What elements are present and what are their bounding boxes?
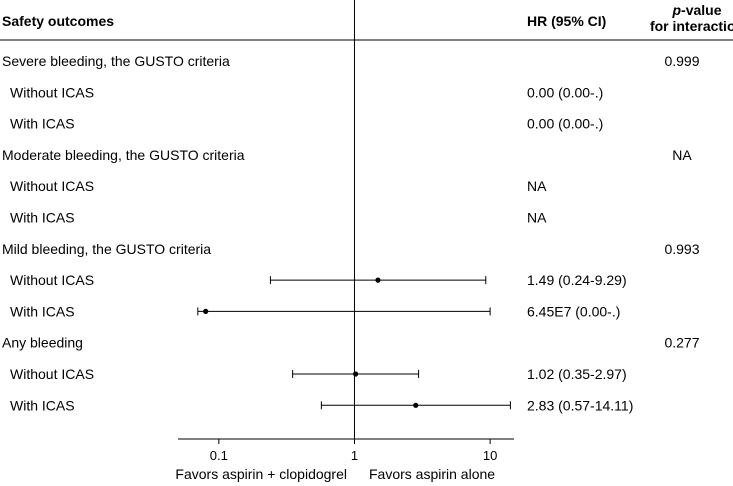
x-axis-ticks: 0.1 1 10 [210,439,497,463]
subgroup-label: Without ICAS [10,84,94,100]
pvalue-text: 0.999 [664,53,699,69]
hr-point [375,277,381,283]
pvalue-text: 0.993 [664,241,699,257]
x-tick-label: 10 [483,448,497,463]
favors-left-label: Favors aspirin + clopidogrel [175,466,347,482]
subgroup-label: Without ICAS [10,366,94,382]
header-outcome: Safety outcomes [2,13,114,29]
pvalue-text: NA [672,147,692,163]
subgroup-label: With ICAS [10,397,75,413]
hr-point [203,308,209,314]
hr-ci-text: 0.00 (0.00-.) [527,84,603,100]
pvalue-text: 0.277 [664,335,699,351]
hr-ci-text: 1.49 (0.24-9.29) [527,272,627,288]
subgroup-label: With ICAS [10,303,75,319]
hr-ci-text: NA [527,178,547,194]
favors-right-label: Favors aspirin alone [369,466,495,482]
header-pvalue-italic: p [671,2,681,18]
header-hr: HR (95% CI) [527,13,606,29]
header-pvalue-rest: -value [681,2,722,18]
header-pvalue: p-value [671,2,721,18]
hr-ci-text: NA [527,210,547,226]
x-tick-label: 1 [351,448,358,463]
outcome-label: Severe bleeding, the GUSTO criteria [2,53,230,69]
header-pvalue-line2: for interaction [650,18,733,34]
outcome-label: Mild bleeding, the GUSTO criteria [2,241,211,257]
subgroup-label: With ICAS [10,210,75,226]
forest-rows: Severe bleeding, the GUSTO criteria 0.999… [2,53,700,413]
hr-ci-text: 2.83 (0.57-14.11) [527,397,633,413]
outcome-label: Any bleeding [2,335,83,351]
hr-ci-text: 1.02 (0.35-2.97) [527,366,627,382]
x-tick-label: 0.1 [210,448,228,463]
subgroup-label: With ICAS [10,116,75,132]
subgroup-label: Without ICAS [10,178,94,194]
outcome-label: Moderate bleeding, the GUSTO criteria [2,147,245,163]
hr-point [353,371,359,377]
hr-ci-text: 0.00 (0.00-.) [527,116,603,132]
hr-point [413,402,419,408]
hr-ci-text: 6.45E7 (0.00-.) [527,303,620,319]
subgroup-label: Without ICAS [10,272,94,288]
